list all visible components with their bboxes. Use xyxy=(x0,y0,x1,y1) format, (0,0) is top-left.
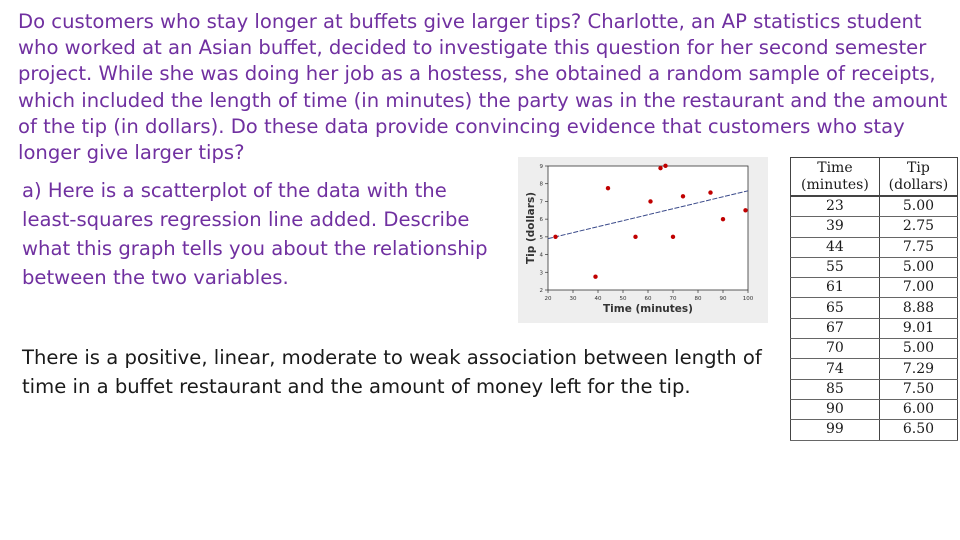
time-cell: 99 xyxy=(790,419,880,441)
scatterplot-svg: 20 30 40 50 60 70 80 90 100 2 3 4 5 6 7 8 9 Time (minute… xyxy=(518,157,768,323)
y-axis-label: Tip (dollars) xyxy=(525,192,537,264)
tip-cell: 6.00 xyxy=(878,399,959,421)
table-row: 74 7.29 xyxy=(790,358,959,380)
data-point xyxy=(708,190,713,195)
table-row: 90 6.00 xyxy=(790,399,959,421)
regression-line xyxy=(547,190,749,240)
time-cell: 39 xyxy=(790,216,880,238)
y-tick-label: 3 xyxy=(540,270,544,276)
y-tick-label: 4 xyxy=(540,253,544,259)
plot-area xyxy=(547,165,749,291)
y-tick-label: 5 xyxy=(540,235,544,241)
time-cell: 23 xyxy=(790,196,880,218)
y-tick-label: 9 xyxy=(540,164,544,170)
table-row: 61 7.00 xyxy=(790,277,959,299)
tip-cell: 7.29 xyxy=(878,358,959,380)
time-cell: 65 xyxy=(790,297,880,319)
y-tick-label: 6 xyxy=(540,217,544,223)
data-point xyxy=(663,163,668,169)
x-tick-label: 70 xyxy=(670,296,677,302)
tip-cell: 6.50 xyxy=(878,419,959,441)
time-cell: 44 xyxy=(790,237,880,258)
data-point xyxy=(553,234,558,240)
table-row: 99 6.50 xyxy=(790,419,959,441)
y-tick-label: 2 xyxy=(540,288,544,294)
table-row: 44 7.75 xyxy=(790,237,959,258)
table-row: 23 5.00 xyxy=(790,196,959,218)
y-tick-label: 7 xyxy=(540,199,544,205)
time-cell: 85 xyxy=(790,379,880,400)
x-tick-label: 80 xyxy=(695,296,702,302)
data-point xyxy=(648,199,653,204)
header-time: Time (minutes) xyxy=(790,157,880,197)
time-cell: 90 xyxy=(790,399,880,421)
question-a: a) Here is a scatterplot of the data wit… xyxy=(22,179,488,289)
x-axis-label: Time (minutes) xyxy=(603,303,693,315)
x-tick-label: 50 xyxy=(620,296,627,302)
x-tick-label: 20 xyxy=(545,296,552,302)
data-point xyxy=(720,216,726,222)
scatterplot: 20 30 40 50 60 70 80 90 100 2 3 4 5 6 7 8 9 Time (minute… xyxy=(518,157,768,323)
x-tick-label: 30 xyxy=(570,296,577,302)
data-table: Time (minutes) Tip (dollars) 23 5.00 39 2.7… xyxy=(790,157,959,441)
time-cell: 55 xyxy=(790,257,880,279)
data-point xyxy=(593,274,598,279)
tip-cell: 7.50 xyxy=(878,379,959,400)
table-row: 55 5.00 xyxy=(790,257,959,279)
data-point xyxy=(743,208,748,213)
intro-paragraph: Do customers who stay longer at buffets … xyxy=(18,10,948,165)
answer-paragraph: There is a positive, linear, moderate to… xyxy=(22,346,762,398)
time-cell: 74 xyxy=(790,358,880,380)
data-point xyxy=(605,185,611,191)
data-point xyxy=(633,234,638,240)
tip-cell: 5.00 xyxy=(878,257,959,279)
tip-cell: 5.00 xyxy=(878,338,959,360)
tip-cell: 9.01 xyxy=(878,318,959,340)
table-row: 39 2.75 xyxy=(790,216,959,238)
tip-cell: 2.75 xyxy=(878,216,959,238)
data-point xyxy=(658,165,663,171)
tip-cell: 7.00 xyxy=(878,277,959,299)
axis-ticks: 20 30 40 50 60 70 80 90 100 2 3 4 5 6 7 8 9 xyxy=(540,164,754,302)
time-cell: 67 xyxy=(790,318,880,340)
time-cell: 70 xyxy=(790,338,880,360)
data-point xyxy=(680,194,686,199)
table-row: 70 5.00 xyxy=(790,338,959,360)
x-tick-label: 60 xyxy=(645,296,652,302)
time-cell: 61 xyxy=(790,277,880,299)
table-row: 65 8.88 xyxy=(790,297,959,319)
tip-cell: 5.00 xyxy=(878,196,959,218)
table-row: 67 9.01 xyxy=(790,318,959,340)
data-points xyxy=(553,163,748,279)
header-tip: Tip (dollars) xyxy=(878,157,959,197)
tip-cell: 8.88 xyxy=(878,297,959,319)
table-row: 85 7.50 xyxy=(790,379,959,400)
data-point xyxy=(670,234,676,240)
x-tick-label: 100 xyxy=(743,296,754,302)
x-tick-label: 40 xyxy=(595,296,602,302)
regression-line-group xyxy=(547,190,749,240)
x-tick-label: 90 xyxy=(720,296,727,302)
y-tick-label: 8 xyxy=(540,182,544,188)
tip-cell: 7.75 xyxy=(878,237,959,258)
